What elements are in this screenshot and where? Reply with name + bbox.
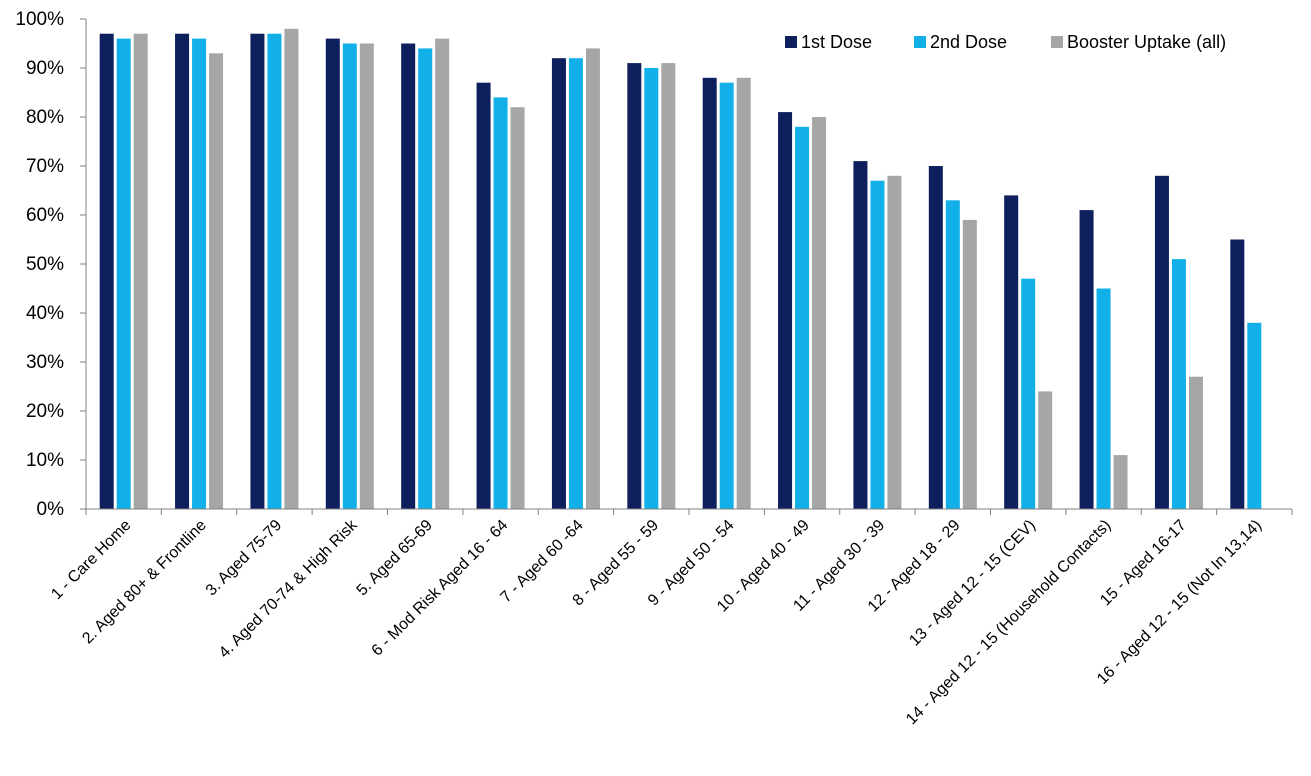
bar-1st-dose-9: 9 - Aged 50 - 54 — 1st Dose: 88%: [702, 77, 717, 510]
bar-2nd-dose-15: 15 - Aged 16-17 — 2nd Dose: 51%: [1171, 259, 1186, 509]
bar-booster-uptake-all-7: 7 - Aged 60 -64 — Booster Uptake (all): …: [585, 48, 600, 510]
legend-swatch: [785, 36, 797, 48]
legend-item-1st-dose: 1st Dose: [785, 32, 872, 52]
bar-booster-uptake-all-9: 9 - Aged 50 - 54 — Booster Uptake (all):…: [736, 77, 751, 510]
y-tick-label: 100%: [15, 9, 64, 30]
bar-series-group: 1 - Care Home — 1st Dose: 97% 2. Aged 80+…: [99, 28, 1262, 510]
bar-1st-dose-2: 2. Aged 80+ & Frontline — 1st Dose: 97%: [175, 33, 190, 509]
y-tick-label: 90%: [26, 58, 64, 79]
legend-swatch: [914, 36, 926, 48]
x-category-label: 4. Aged 70-74 & High Risk: [216, 516, 361, 661]
y-tick-label: 60%: [26, 205, 64, 226]
series-2nd-dose: 1 - Care Home — 2nd Dose: 96% 2. Aged 80+…: [116, 33, 1262, 510]
y-tick-label: 70%: [26, 156, 64, 177]
bar-booster-uptake-all-5: 5. Aged 65-69 — Booster Uptake (all): 96…: [435, 38, 450, 509]
bar-2nd-dose-5: 5. Aged 65-69 — 2nd Dose: 94%: [418, 48, 433, 510]
bar-booster-uptake-all-13: 13 - Aged 12 - 15 (CEV) — Booster Uptake…: [1038, 391, 1053, 509]
y-tick-label: 50%: [26, 254, 64, 275]
y-tick-label: 20%: [26, 401, 64, 422]
legend-item-booster-uptake-all: Booster Uptake (all): [1051, 32, 1226, 52]
bar-2nd-dose-12: 12 - Aged 18 - 29 — 2nd Dose: 63%: [945, 200, 960, 510]
x-category-label: 3. Aged 75-79: [203, 517, 286, 600]
y-tick-label: 30%: [26, 352, 64, 373]
bar-2nd-dose-1: 1 - Care Home — 2nd Dose: 96%: [116, 38, 131, 509]
bar-booster-uptake-all-10: 10 - Aged 40 - 49 — Booster Uptake (all)…: [812, 117, 827, 509]
bar-2nd-dose-2: 2. Aged 80+ & Frontline — 2nd Dose: 96%: [192, 38, 207, 509]
x-category-label: 2. Aged 80+ & Frontline: [79, 517, 210, 648]
bar-2nd-dose-7: 7 - Aged 60 -64 — 2nd Dose: 92%: [568, 58, 583, 509]
y-axis-ticks: 0% 10% 20% 30% 40% 50% 60% 70% 80% 90% 100%: [15, 9, 86, 520]
bar-1st-dose-3: 3. Aged 75-79 — 1st Dose: 97%: [250, 33, 265, 509]
y-tick-label: 10%: [26, 450, 64, 471]
bar-booster-uptake-all-4: 4. Aged 70-74 & High Risk — Booster Upta…: [359, 43, 374, 509]
bar-1st-dose-4: 4. Aged 70-74 & High Risk — 1st Dose: 96…: [325, 38, 340, 509]
legend-label: 1st Dose: [801, 32, 872, 52]
y-tick-label: 0%: [37, 499, 65, 520]
x-category-label: 13 - Aged 12 - 15 (CEV): [906, 517, 1039, 650]
bar-1st-dose-16: 16 - Aged 12 - 15 (Not In 13,14) — 1st D…: [1230, 239, 1245, 509]
bar-2nd-dose-6: 6 - Mod Risk Aged 16 - 64 — 2nd Dose: 84…: [493, 97, 508, 510]
bar-1st-dose-15: 15 - Aged 16-17 — 1st Dose: 68%: [1154, 175, 1169, 510]
bar-booster-uptake-all-11: 11 - Aged 30 - 39 — Booster Uptake (all)…: [887, 175, 902, 510]
bar-1st-dose-5: 5. Aged 65-69 — 1st Dose: 95%: [401, 43, 416, 509]
bar-1st-dose-10: 10 - Aged 40 - 49 — 1st Dose: 81%: [778, 112, 793, 509]
legend-item-2nd-dose: 2nd Dose: [914, 32, 1007, 52]
bar-2nd-dose-13: 13 - Aged 12 - 15 (CEV) — 2nd Dose: 47%: [1021, 278, 1036, 509]
bar-2nd-dose-8: 8 - Aged 55 - 59 — 2nd Dose: 90%: [644, 68, 659, 509]
y-tick-label: 80%: [26, 107, 64, 128]
bar-1st-dose-8: 8 - Aged 55 - 59 — 1st Dose: 91%: [627, 63, 642, 509]
x-category-label: 5. Aged 65-69: [354, 517, 437, 600]
bar-1st-dose-7: 7 - Aged 60 -64 — 1st Dose: 92%: [551, 58, 566, 509]
legend-swatch: [1051, 36, 1063, 48]
bar-1st-dose-14: 14 - Aged 12 - 15 (Household Contacts) —…: [1079, 210, 1094, 509]
x-category-label: 6 - Mod Risk Aged 16 - 64: [369, 517, 512, 660]
legend: 1st Dose 2nd Dose Booster Uptake (all): [785, 32, 1226, 52]
legend-label: Booster Uptake (all): [1067, 32, 1226, 52]
bar-booster-uptake-all-12: 12 - Aged 18 - 29 — Booster Uptake (all)…: [962, 219, 977, 509]
bar-1st-dose-12: 12 - Aged 18 - 29 — 1st Dose: 70%: [928, 166, 943, 509]
series-booster-uptake-all: 1 - Care Home — Booster Uptake (all): 97…: [133, 28, 1203, 510]
y-tick-label: 40%: [26, 303, 64, 324]
bar-2nd-dose-14: 14 - Aged 12 - 15 (Household Contacts) —…: [1096, 288, 1111, 509]
bar-booster-uptake-all-15: 15 - Aged 16-17 — Booster Uptake (all): …: [1188, 376, 1203, 509]
bar-booster-uptake-all-14: 14 - Aged 12 - 15 (Household Contacts) —…: [1113, 455, 1128, 509]
bar-booster-uptake-all-2: 2. Aged 80+ & Frontline — Booster Uptake…: [209, 53, 224, 510]
bar-booster-uptake-all-3: 3. Aged 75-79 — Booster Uptake (all): 98…: [284, 28, 299, 510]
bar-1st-dose-1: 1 - Care Home — 1st Dose: 97%: [99, 33, 114, 509]
series-1st-dose: 1 - Care Home — 1st Dose: 97% 2. Aged 80+…: [99, 33, 1245, 510]
bar-1st-dose-11: 11 - Aged 30 - 39 — 1st Dose: 71%: [853, 161, 868, 509]
bar-booster-uptake-all-1: 1 - Care Home — Booster Uptake (all): 97…: [133, 33, 148, 509]
bar-2nd-dose-4: 4. Aged 70-74 & High Risk — 2nd Dose: 95…: [342, 43, 357, 509]
bar-2nd-dose-16: 16 - Aged 12 - 15 (Not In 13,14) — 2nd D…: [1247, 322, 1262, 509]
x-axis-tick-marks: [85, 509, 1293, 515]
bar-1st-dose-6: 6 - Mod Risk Aged 16 - 64 — 1st Dose: 87…: [476, 82, 491, 509]
bar-2nd-dose-11: 11 - Aged 30 - 39 — 2nd Dose: 67%: [870, 180, 885, 509]
bar-2nd-dose-3: 3. Aged 75-79 — 2nd Dose: 97%: [267, 33, 282, 509]
bar-2nd-dose-10: 10 - Aged 40 - 49 — 2nd Dose: 78%: [795, 126, 810, 510]
x-category-label: 1 - Care Home: [48, 517, 134, 603]
bar-2nd-dose-9: 9 - Aged 50 - 54 — 2nd Dose: 87%: [719, 82, 734, 509]
bar-booster-uptake-all-6: 6 - Mod Risk Aged 16 - 64 — Booster Upta…: [510, 107, 525, 509]
bar-booster-uptake-all-8: 8 - Aged 55 - 59 — Booster Uptake (all):…: [661, 63, 676, 509]
legend-label: 2nd Dose: [930, 32, 1007, 52]
bar-1st-dose-13: 13 - Aged 12 - 15 (CEV) — 1st Dose: 64%: [1004, 195, 1019, 509]
x-category-label: 16 - Aged 12 - 15 (Not In 13,14): [1094, 517, 1265, 688]
